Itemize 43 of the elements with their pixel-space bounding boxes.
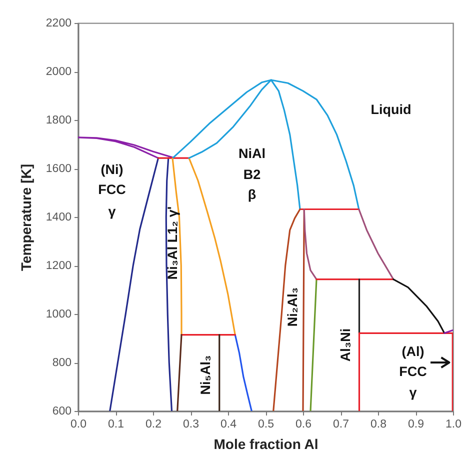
x-tick-label: 0.2 xyxy=(146,418,162,430)
x-tick-label: 0.6 xyxy=(296,418,312,430)
x-tick-label: 0.7 xyxy=(333,418,349,430)
line-series xyxy=(358,208,394,280)
annotation: Ni₅Al₃ xyxy=(198,355,213,395)
y-tick-label: 2200 xyxy=(46,18,72,30)
y-tick-label: 600 xyxy=(52,406,72,418)
y-tick-label: 1000 xyxy=(46,308,72,320)
line-series xyxy=(272,208,301,411)
annotation: NiAl xyxy=(238,146,266,161)
y-tick-label: 2000 xyxy=(46,66,72,78)
x-tick-label: 0.1 xyxy=(108,418,124,430)
x-tick-label: 1.0 xyxy=(446,418,462,430)
line-series xyxy=(234,334,252,411)
x-tick-label: 0.9 xyxy=(408,418,424,430)
annotation: FCC xyxy=(399,364,428,379)
line-series xyxy=(78,136,174,159)
x-tick-label: 0.3 xyxy=(183,418,199,430)
line-series xyxy=(188,157,236,336)
annotation: γ xyxy=(108,204,116,219)
annotation: Ni₂Al₃ xyxy=(285,287,300,327)
annotation: FCC xyxy=(98,182,126,197)
x-tick-label: 0.4 xyxy=(220,418,238,430)
annotation: β xyxy=(248,187,256,202)
annotation: (Ni) xyxy=(100,162,124,177)
y-axis-title: Temperature [K] xyxy=(18,164,34,272)
annotation: B2 xyxy=(243,167,261,182)
y-tick-label: 1800 xyxy=(46,114,72,126)
line-series xyxy=(303,208,318,280)
line-series xyxy=(392,278,446,334)
annotation: γ xyxy=(409,385,418,400)
y-tick-label: 1400 xyxy=(46,212,72,224)
y-tick-label: 1200 xyxy=(46,260,72,272)
x-tick-label: 0.5 xyxy=(258,418,274,430)
annotation: (Al) xyxy=(402,344,424,359)
y-tick-label: 800 xyxy=(52,357,72,369)
x-axis-title: Mole fraction Al xyxy=(214,436,318,452)
annotation: Al₃Ni xyxy=(338,328,353,362)
x-tick-label: 0.8 xyxy=(370,418,386,430)
annotation: Ni₃Al L1₂ γ' xyxy=(165,206,180,280)
annotation: Liquid xyxy=(370,102,412,117)
x-tick-label: 0.0 xyxy=(70,418,86,430)
y-tick-label: 1600 xyxy=(46,163,72,175)
